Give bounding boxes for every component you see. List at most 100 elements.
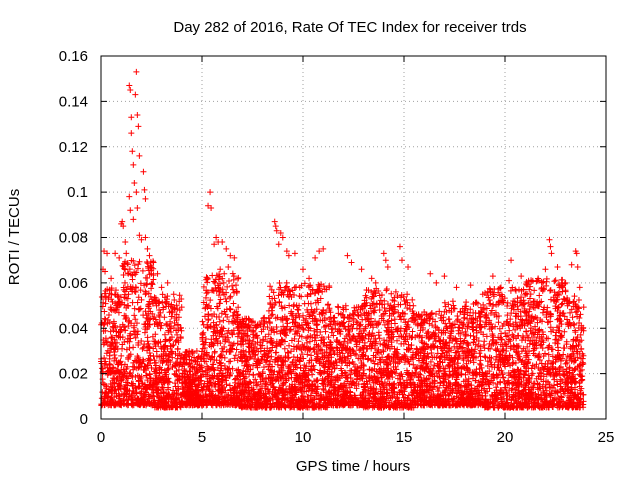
data-point (313, 377, 320, 384)
data-point (109, 340, 116, 347)
data-point (101, 394, 108, 401)
data-point (290, 301, 297, 308)
data-point (133, 358, 140, 365)
data-point (299, 351, 306, 358)
data-point (98, 402, 105, 409)
data-point (115, 299, 122, 306)
data-point (172, 380, 179, 387)
data-point (159, 291, 166, 298)
data-point (132, 384, 139, 391)
data-point (174, 404, 181, 411)
data-point (145, 267, 152, 274)
data-point (160, 348, 167, 355)
data-point (129, 299, 136, 306)
data-point (296, 314, 303, 321)
data-point (101, 361, 108, 368)
data-point (122, 327, 129, 334)
data-point (156, 376, 163, 383)
data-point (106, 290, 113, 297)
data-point (153, 302, 160, 309)
data-point (106, 343, 113, 350)
data-point (109, 384, 116, 391)
data-point (142, 291, 149, 298)
data-point (101, 339, 108, 346)
data-point (144, 338, 151, 345)
data-point (158, 322, 165, 329)
data-point (123, 393, 130, 400)
data-point (119, 321, 126, 328)
data-point (169, 342, 176, 349)
data-point (174, 352, 181, 359)
data-point (138, 388, 145, 395)
data-point (121, 338, 128, 345)
data-point (163, 320, 170, 327)
data-point (161, 400, 168, 407)
data-point (146, 321, 153, 328)
data-point (121, 370, 128, 377)
data-point (151, 359, 158, 366)
data-point (169, 393, 176, 400)
data-point (127, 369, 134, 376)
data-point (135, 341, 142, 348)
data-point (161, 331, 168, 338)
data-point (103, 383, 110, 390)
data-point (383, 285, 390, 292)
data-point (172, 362, 179, 369)
data-point (146, 350, 153, 357)
data-point (106, 360, 113, 367)
data-point (164, 404, 171, 411)
data-point (165, 301, 172, 308)
data-point (151, 341, 158, 348)
data-point (113, 339, 120, 346)
data-point (276, 279, 283, 286)
data-point (129, 400, 136, 407)
data-point (112, 324, 119, 331)
data-point (110, 306, 117, 313)
data-point (122, 288, 129, 295)
data-point (98, 320, 105, 327)
data-point (143, 289, 150, 296)
data-point (132, 271, 139, 278)
data-point (108, 387, 115, 394)
data-point (156, 364, 163, 371)
data-point (119, 345, 126, 352)
data-point (384, 301, 391, 308)
data-point (105, 312, 112, 319)
data-point (118, 361, 125, 368)
data-point (118, 377, 125, 384)
data-point (167, 318, 174, 325)
data-point (260, 315, 267, 322)
data-point (115, 309, 122, 316)
data-point (156, 298, 163, 305)
data-point (230, 312, 237, 319)
data-point (124, 302, 131, 309)
data-point (161, 367, 168, 374)
data-point (156, 393, 163, 400)
data-point (146, 271, 153, 278)
data-point (135, 261, 142, 268)
data-point (109, 377, 116, 384)
data-point (153, 367, 160, 374)
data-point (120, 366, 127, 373)
data-point (150, 272, 157, 279)
data-point (166, 323, 173, 330)
data-point (437, 379, 444, 386)
data-point (136, 306, 143, 313)
data-point (176, 292, 183, 299)
data-point (155, 339, 162, 346)
data-point (220, 279, 227, 286)
data-point (120, 284, 127, 291)
data-point (428, 349, 435, 356)
data-point (143, 312, 150, 319)
data-point (156, 370, 163, 377)
data-point (164, 392, 171, 399)
data-point (139, 345, 146, 352)
data-point (138, 379, 145, 386)
data-point (311, 366, 318, 373)
data-point (161, 344, 168, 351)
data-point (143, 281, 150, 288)
data-point (178, 327, 185, 334)
data-point (199, 318, 206, 325)
data-point (112, 287, 119, 294)
